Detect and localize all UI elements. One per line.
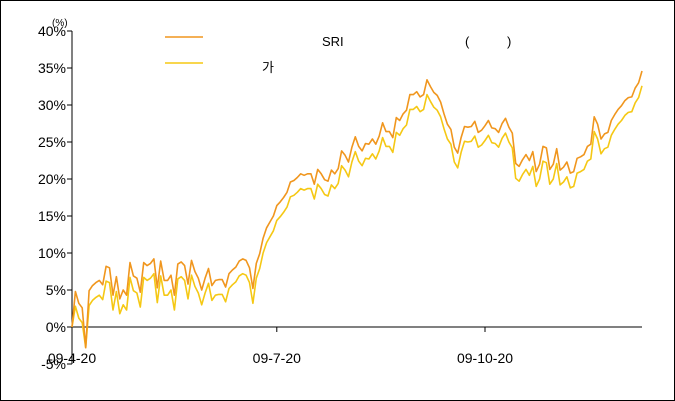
y-tick-label: 0% xyxy=(46,319,66,335)
legend-title-paren-open: ( xyxy=(465,34,470,49)
x-tick-label: 09-7-20 xyxy=(253,350,301,366)
legend-title-sri: SRI xyxy=(322,34,344,49)
y-tick-label: 35% xyxy=(38,60,66,76)
series-line-1 xyxy=(71,70,643,349)
legend: SRI ( ) 가 xyxy=(165,34,511,75)
legend-title-paren-close: ) xyxy=(507,34,511,49)
y-unit-label: (%) xyxy=(52,18,68,29)
y-tick-label: 30% xyxy=(38,97,66,113)
y-tick-label: 5% xyxy=(46,282,66,298)
y-tick-label: 25% xyxy=(38,134,66,150)
y-tick-label: 20% xyxy=(38,171,66,187)
series-layer xyxy=(71,70,643,349)
x-tick-label: 09-10-20 xyxy=(457,350,513,366)
y-tick-label: 40% xyxy=(38,23,66,39)
x-tick-label: 09-4-20 xyxy=(48,350,96,366)
legend-label-korean: 가 xyxy=(262,60,274,75)
series-line-2 xyxy=(71,85,643,349)
y-tick-label: 15% xyxy=(38,208,66,224)
y-tick-label: -5% xyxy=(41,356,66,372)
y-tick-label: 10% xyxy=(38,245,66,261)
axes: 40% 35% 30% 25% 20% 15% 10% 5% 0% -5% (%) 09-4-20 09… xyxy=(38,18,642,372)
